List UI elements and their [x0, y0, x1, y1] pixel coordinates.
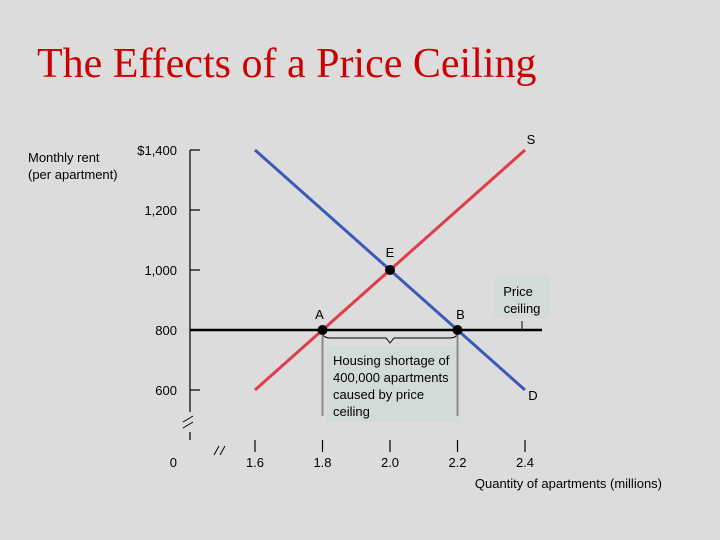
shortage-annotation-line: 400,000 apartments — [333, 370, 449, 385]
y-tick-label: 800 — [155, 323, 177, 338]
x-axis-label: Quantity of apartments (millions) — [475, 476, 662, 491]
y-axis-break-2 — [182, 421, 194, 429]
price-ceiling-label-line-2: ceiling — [504, 301, 541, 316]
price-ceiling-label-line-1: Price — [503, 284, 533, 299]
point-b-label: B — [456, 307, 465, 322]
origin-label: 0 — [170, 455, 177, 470]
y-axis-label-line-2: (per apartment) — [28, 167, 118, 182]
supply-curve-label: S — [527, 132, 536, 147]
shortage-annotation-line: caused by price — [333, 387, 424, 402]
x-tick-label: 2.2 — [448, 455, 466, 470]
shortage-bracket — [322, 331, 458, 344]
x-axis-break-1 — [213, 445, 220, 456]
point-b-marker — [452, 325, 463, 335]
y-tick-label: 600 — [155, 383, 177, 398]
x-tick-label: 2.0 — [381, 455, 399, 470]
x-tick-label: 1.6 — [246, 455, 264, 470]
y-axis-label-line-1: Monthly rent — [28, 150, 100, 165]
shortage-annotation-line: Housing shortage of — [333, 353, 450, 368]
x-axis-break-2 — [219, 445, 226, 456]
point-a-marker — [317, 325, 328, 335]
shortage-annotation-line: ceiling — [333, 404, 370, 419]
point-e-marker — [385, 265, 395, 275]
y-axis-break-1 — [182, 415, 194, 423]
y-tick-label: 1,000 — [144, 263, 177, 278]
demand-curve-label: D — [528, 388, 537, 403]
x-tick-label: 2.4 — [516, 455, 534, 470]
price-ceiling-label-box — [494, 276, 550, 318]
x-tick-label: 1.8 — [313, 455, 331, 470]
point-e-label: E — [386, 245, 395, 260]
y-tick-label: 1,200 — [144, 203, 177, 218]
point-a-label: A — [315, 307, 324, 322]
y-tick-label: $1,400 — [137, 143, 177, 158]
slide-title: The Effects of a Price Ceiling — [37, 41, 537, 87]
shortage-annotation-box — [326, 346, 460, 422]
